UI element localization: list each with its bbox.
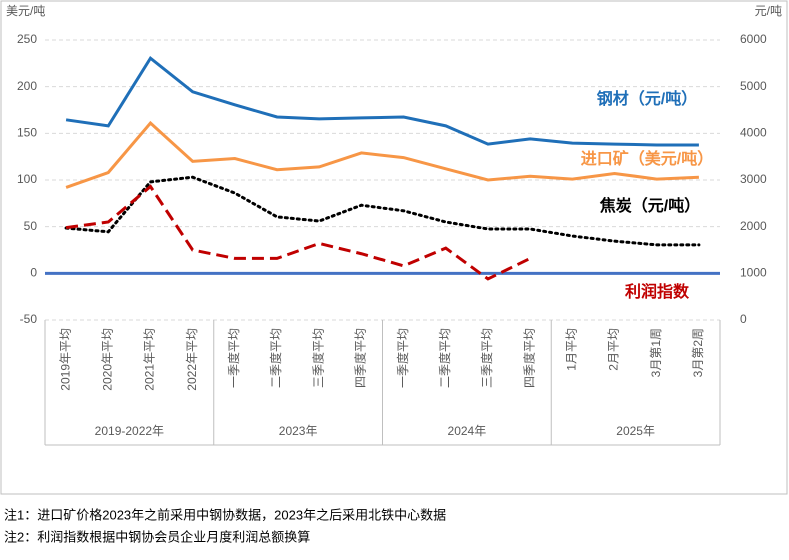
x-tick-label: 1月平均 — [565, 328, 579, 371]
group-label: 2024年 — [448, 424, 487, 438]
series-line — [65, 184, 531, 281]
y2-tick-label: 1000 — [740, 266, 767, 280]
note: 注2：利润指数根据中钢协会员企业月度利润总额换算 — [4, 529, 310, 544]
x-tick-label: 四季度平均 — [521, 328, 536, 388]
y-axis-unit: 美元/吨 — [6, 4, 45, 18]
x-tick-label: 2020年平均 — [100, 328, 114, 391]
y-tick-label: 150 — [17, 126, 37, 140]
y2-tick-label: 6000 — [740, 32, 767, 46]
x-tick-label: 2021年平均 — [143, 328, 157, 391]
group-label: 2019-2022年 — [95, 424, 164, 438]
group-label: 2025年 — [616, 424, 655, 438]
y2-tick-label: 5000 — [740, 79, 767, 93]
x-tick-label: 2022年平均 — [185, 328, 199, 391]
y2-tick-label: 4000 — [740, 126, 767, 140]
y-tick-label: 200 — [17, 79, 37, 93]
y2-tick-label: 0 — [740, 312, 747, 326]
series-line — [64, 175, 701, 247]
note: 注1：进口矿价格2023年之前采用中钢协数据，2023年之后采用北铁中心数据 — [4, 507, 446, 522]
series-label: 利润指数 — [625, 282, 690, 301]
y-tick-label: 250 — [17, 32, 37, 46]
y-tick-label: 50 — [24, 219, 38, 233]
x-tick-label: 3月第2周 — [691, 328, 705, 377]
chart-border — [0, 0, 788, 495]
group-label: 2023年 — [279, 424, 318, 438]
x-tick-label: 一季度平均 — [395, 328, 410, 388]
x-tick-label: 2月平均 — [607, 328, 621, 371]
y-tick-label: -50 — [20, 312, 38, 326]
y2-tick-label: 3000 — [740, 172, 767, 186]
x-tick-label: 2019年平均 — [58, 328, 72, 391]
x-tick-label: 四季度平均 — [353, 328, 368, 388]
y2-tick-label: 2000 — [740, 219, 767, 233]
x-tick-label: 二季度平均 — [268, 328, 283, 388]
x-tick-label: 二季度平均 — [437, 328, 452, 388]
y-tick-label: 100 — [17, 172, 37, 186]
series-line — [65, 55, 699, 147]
series-label: 钢材（元/吨） — [597, 89, 697, 108]
y-tick-label: 0 — [30, 266, 37, 280]
x-tick-label: 3月第1周 — [649, 328, 663, 377]
x-tick-label: 三季度平均 — [479, 328, 494, 388]
y2-axis-unit: 元/吨 — [755, 4, 782, 18]
series-label: 进口矿（美元/吨） — [581, 149, 713, 168]
series-line — [65, 120, 699, 189]
series-label: 焦炭（元/吨） — [599, 196, 700, 215]
x-tick-label: 三季度平均 — [310, 328, 325, 388]
x-tick-label: 一季度平均 — [226, 328, 241, 388]
